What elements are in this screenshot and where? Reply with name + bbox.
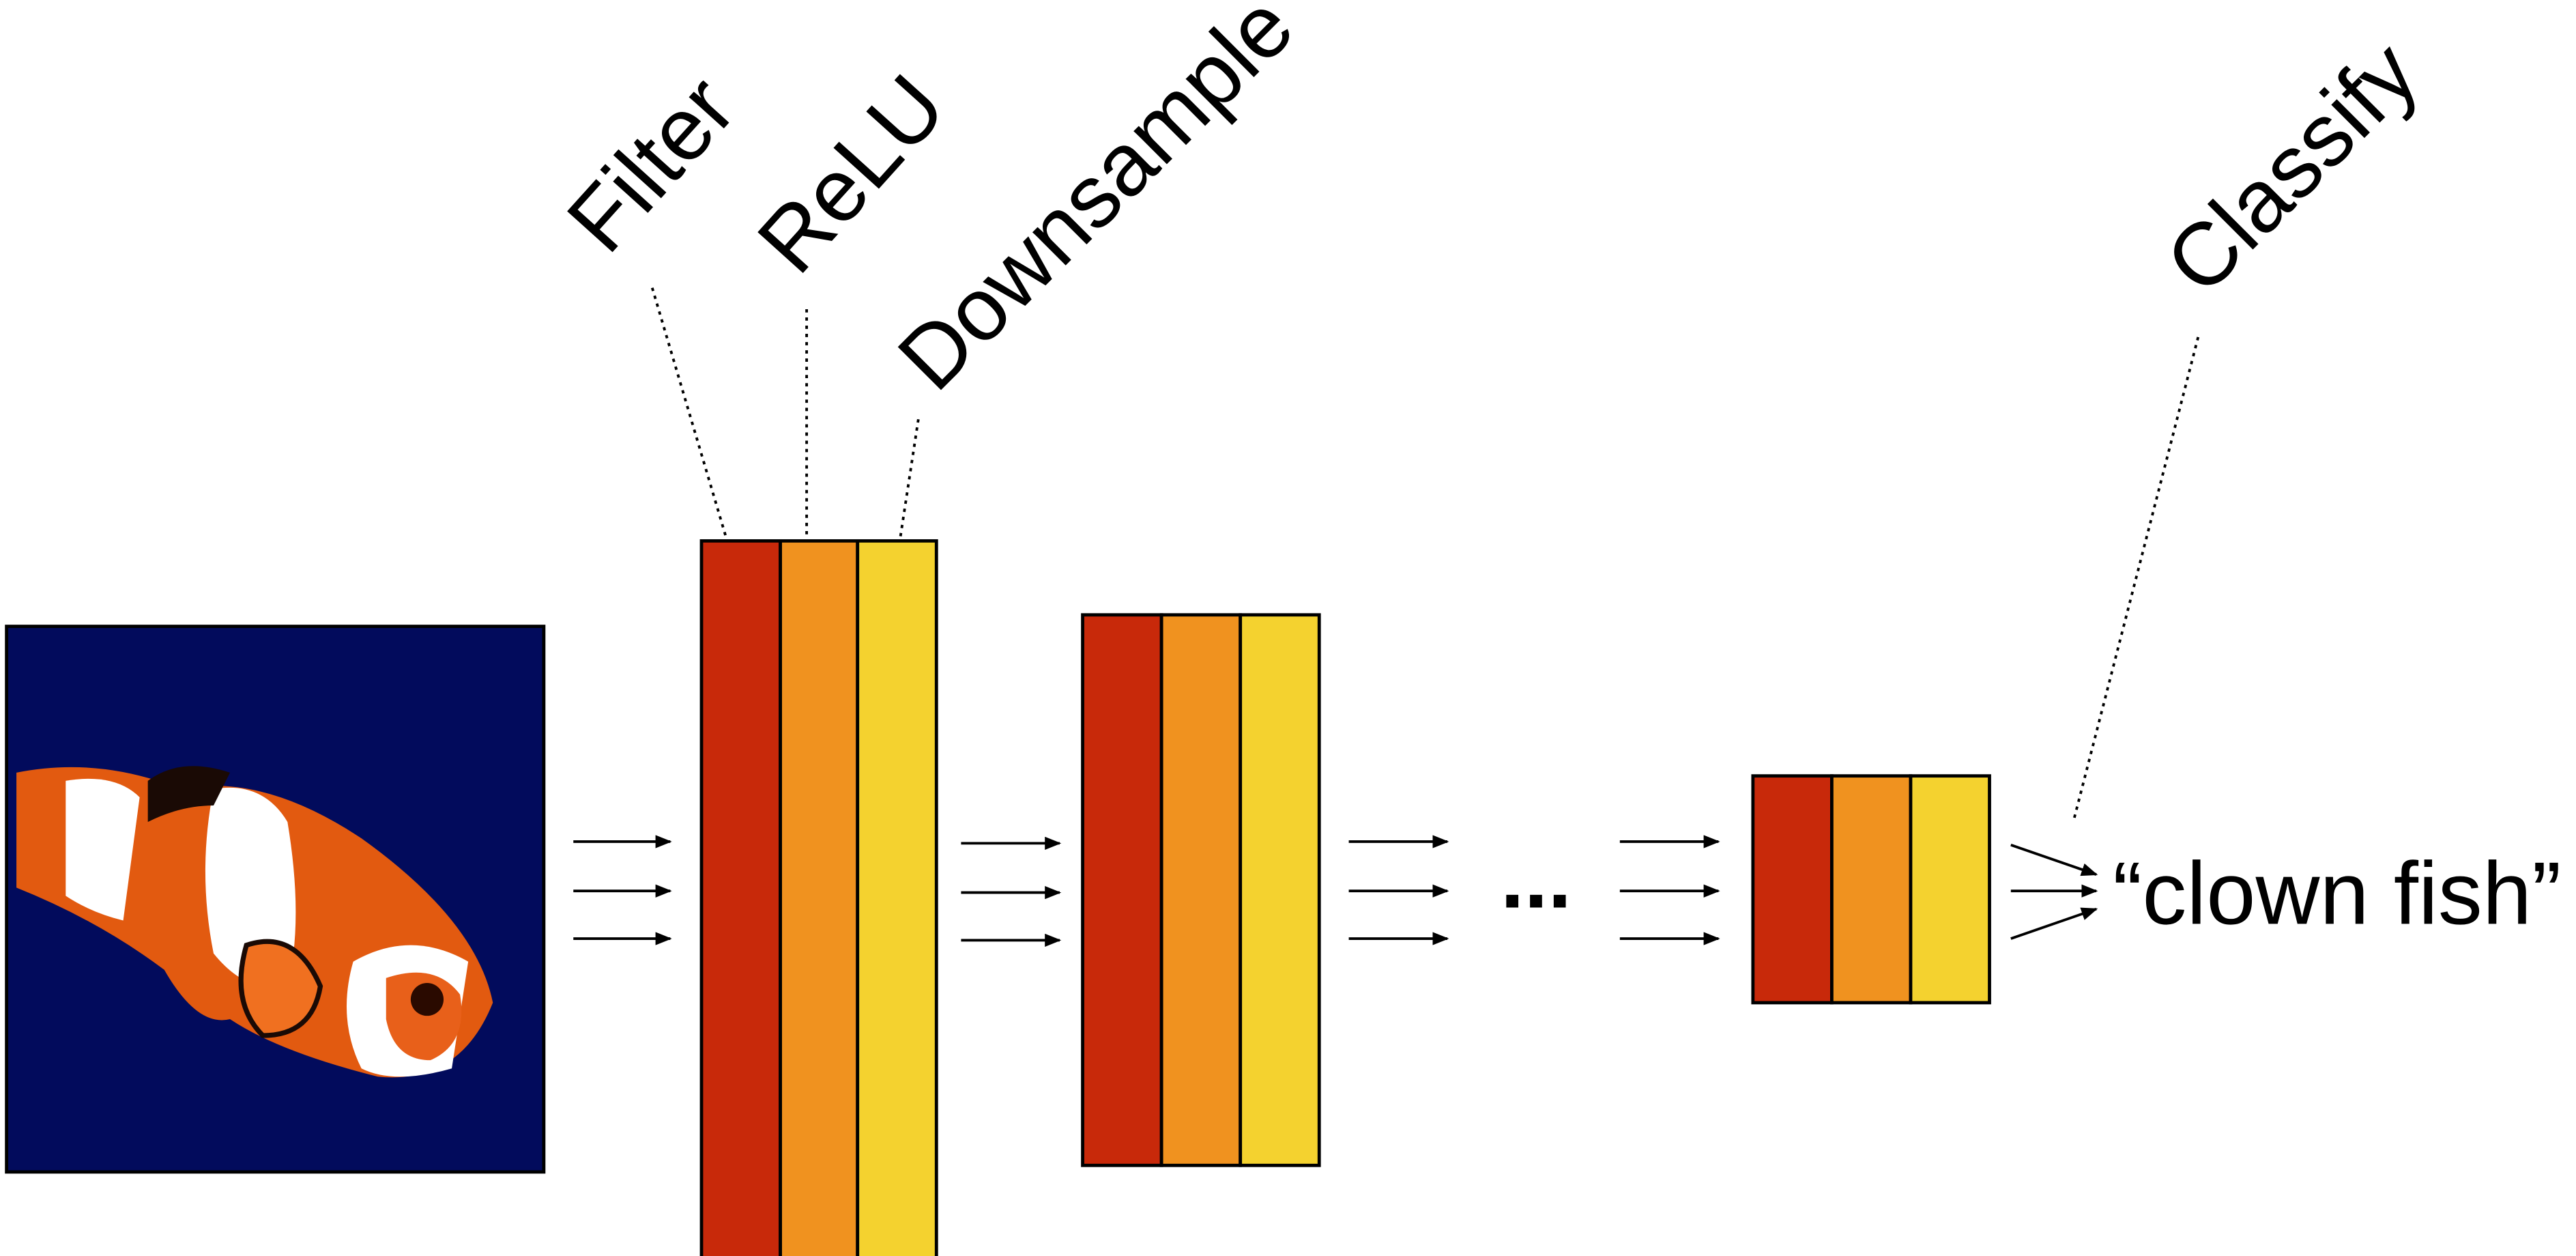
filter-label: Filter: [548, 57, 754, 270]
ellipsis: ...: [1501, 830, 1572, 926]
classify-label: Classify: [2146, 23, 2436, 313]
output-label: “clown fish”: [2113, 843, 2561, 943]
relu-label: ReLU: [738, 56, 964, 291]
diagram: Filter ReLU Downsample Classify ... “clo…: [0, 0, 2576, 1256]
downsample-label: Downsample: [879, 0, 1312, 409]
input-image: [7, 627, 544, 1172]
layer-block: [1753, 776, 1990, 1003]
page: Filter ReLU Downsample Classify ... “clo…: [0, 0, 2576, 1256]
layer-block: [1083, 615, 1320, 1166]
layer-block: [701, 541, 936, 1256]
